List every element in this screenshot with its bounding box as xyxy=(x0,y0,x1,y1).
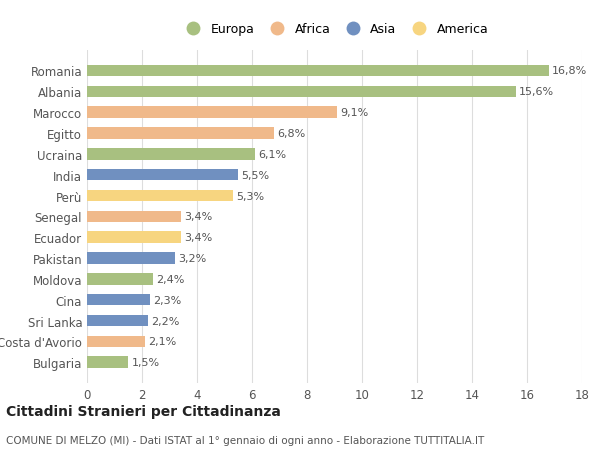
Bar xyxy=(87,274,153,285)
Bar xyxy=(87,169,238,181)
Bar xyxy=(87,190,233,202)
Bar xyxy=(87,315,148,326)
Bar xyxy=(87,86,516,98)
Bar xyxy=(87,128,274,140)
Text: 6,8%: 6,8% xyxy=(277,129,305,139)
Legend: Europa, Africa, Asia, America: Europa, Africa, Asia, America xyxy=(181,23,488,36)
Text: 2,3%: 2,3% xyxy=(154,295,182,305)
Text: 9,1%: 9,1% xyxy=(341,108,369,118)
Bar xyxy=(87,211,181,223)
Bar xyxy=(87,66,549,77)
Text: 15,6%: 15,6% xyxy=(519,87,554,97)
Text: 3,4%: 3,4% xyxy=(184,233,212,243)
Text: 5,5%: 5,5% xyxy=(242,170,269,180)
Bar xyxy=(87,107,337,118)
Bar xyxy=(87,149,255,160)
Bar xyxy=(87,357,128,368)
Text: COMUNE DI MELZO (MI) - Dati ISTAT al 1° gennaio di ogni anno - Elaborazione TUTT: COMUNE DI MELZO (MI) - Dati ISTAT al 1° … xyxy=(6,435,484,445)
Text: 2,1%: 2,1% xyxy=(148,336,176,347)
Bar xyxy=(87,253,175,264)
Text: 2,4%: 2,4% xyxy=(156,274,185,284)
Text: 3,4%: 3,4% xyxy=(184,212,212,222)
Text: 5,3%: 5,3% xyxy=(236,191,264,201)
Text: 2,2%: 2,2% xyxy=(151,316,179,326)
Bar xyxy=(87,336,145,347)
Text: 16,8%: 16,8% xyxy=(553,67,587,76)
Bar xyxy=(87,232,181,243)
Text: 1,5%: 1,5% xyxy=(131,358,160,367)
Text: 3,2%: 3,2% xyxy=(178,253,206,263)
Text: 6,1%: 6,1% xyxy=(258,150,286,159)
Text: Cittadini Stranieri per Cittadinanza: Cittadini Stranieri per Cittadinanza xyxy=(6,404,281,419)
Bar xyxy=(87,294,150,306)
